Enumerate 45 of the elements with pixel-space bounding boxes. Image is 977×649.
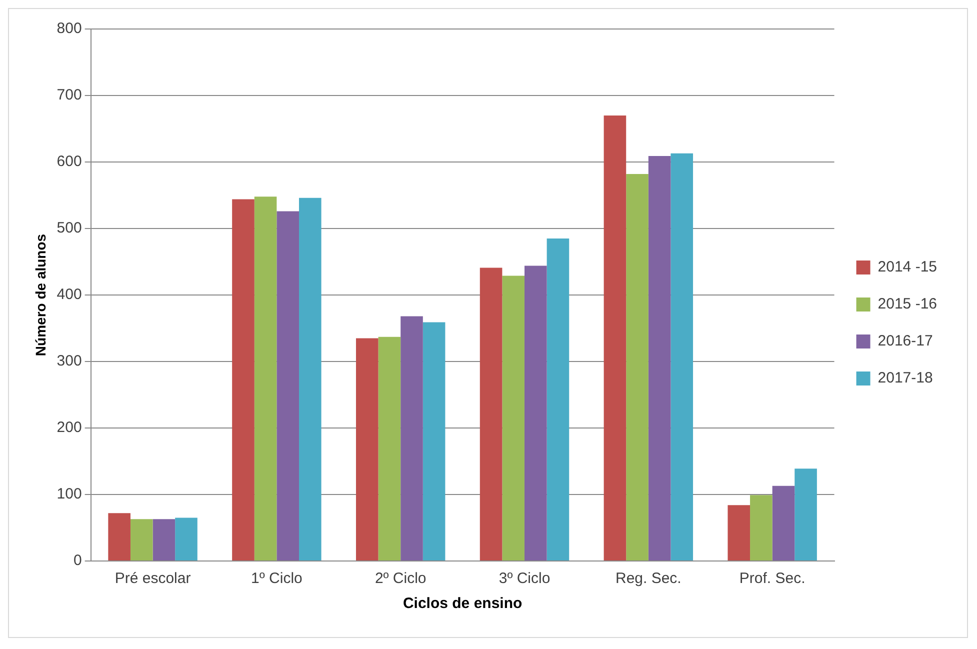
bar: [130, 519, 153, 560]
x-tick-label: 3º Ciclo: [498, 570, 550, 588]
x-tick-label: Pré escolar: [114, 570, 191, 588]
bar: [626, 174, 648, 560]
legend-label: 2015 -16: [878, 296, 937, 313]
bar: [648, 156, 671, 560]
y-tick-label: 500: [56, 220, 82, 237]
y-tick-label: 800: [56, 20, 82, 38]
legend-label: 2014 -15: [878, 258, 937, 276]
bar: [750, 495, 772, 560]
bar: [356, 338, 378, 560]
y-tick-label: 400: [56, 286, 82, 304]
bar: [480, 268, 502, 560]
y-tick-label: 0: [73, 552, 82, 570]
y-tick-label: 600: [56, 153, 82, 170]
bar: [108, 513, 130, 560]
bar: [378, 336, 401, 560]
bar: [604, 115, 626, 560]
x-tick-label: 1º Ciclo: [251, 570, 302, 588]
bar: [152, 519, 176, 560]
x-tick-label: Prof. Sec.: [739, 570, 806, 588]
y-tick-label: 100: [56, 486, 82, 503]
y-tick-label: 300: [56, 352, 82, 370]
bar: [670, 153, 694, 560]
y-axis-title: Número de alunos: [32, 234, 48, 356]
bar: [254, 196, 277, 560]
bar: [400, 316, 423, 560]
y-tick-label: 200: [56, 419, 82, 436]
bar: [298, 198, 322, 560]
legend-label: 2017-18: [878, 370, 933, 387]
bar: [175, 518, 198, 560]
bar: [772, 486, 795, 560]
y-tick-label: 700: [56, 86, 82, 104]
bar: [276, 211, 299, 560]
bar: [546, 238, 570, 560]
x-tick-label: Reg. Sec.: [615, 570, 682, 588]
bar: [794, 468, 817, 560]
legend-label: 2016-17: [878, 332, 933, 350]
bar: [524, 266, 547, 560]
bar: [422, 322, 446, 560]
x-axis-title: Ciclos de ensino: [402, 595, 522, 612]
bar: [728, 505, 750, 560]
x-tick-label: 2º Ciclo: [374, 570, 426, 588]
bar: [232, 199, 254, 560]
bar: [502, 276, 525, 560]
